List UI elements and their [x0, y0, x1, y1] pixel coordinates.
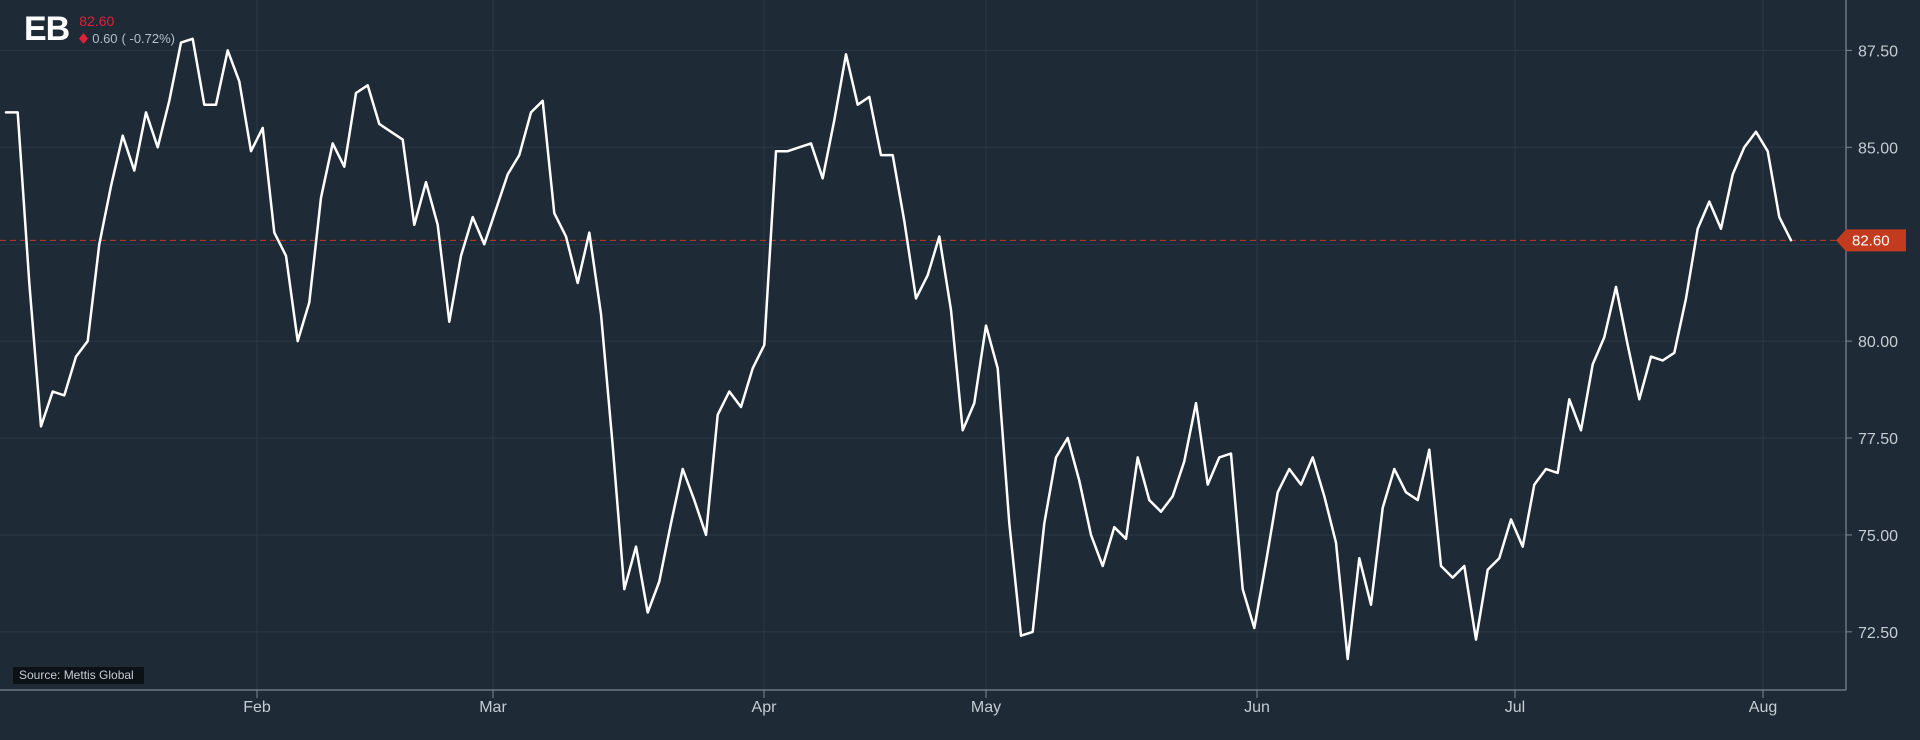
x-tick-label: Aug — [1749, 699, 1777, 716]
last-price-label-bg — [1836, 229, 1906, 252]
y-tick-label: 85.00 — [1858, 140, 1898, 157]
change-row: 0.60 ( -0.72%) — [79, 30, 175, 47]
x-tick-labels: Feb Mar Apr May Jun Jul Aug — [243, 690, 1777, 716]
x-tick-label: Mar — [479, 699, 507, 716]
price-series-line — [4, 37, 1793, 661]
last-price-label: 82.60 — [1836, 229, 1906, 252]
y-tick-label: 77.50 — [1858, 431, 1898, 448]
axes — [0, 0, 1847, 691]
x-tick-label: Feb — [243, 699, 271, 716]
y-tick-label: 75.00 — [1858, 528, 1898, 545]
ticker-symbol: EB — [24, 10, 70, 48]
diamond-down-icon — [79, 33, 89, 44]
source-label: Source: Mettis Global — [13, 667, 144, 684]
last-price-label-text: 82.60 — [1852, 232, 1890, 249]
y-tick-label: 72.50 — [1858, 625, 1898, 642]
price-change: 0.60 — [92, 31, 118, 46]
x-tick-label: Jul — [1505, 699, 1525, 716]
price-change-percent: ( -0.72%) — [121, 31, 176, 46]
x-tick-label: May — [971, 699, 1001, 716]
grid — [0, 0, 1846, 690]
y-tick-label: 87.50 — [1858, 43, 1898, 60]
x-tick-label: Apr — [752, 699, 778, 716]
y-tick-label: 80.00 — [1858, 334, 1898, 351]
quote-block: 82.60 0.60 ( -0.72%) — [79, 13, 175, 47]
x-tick-label: Jun — [1244, 699, 1270, 716]
quote-header: EB 82.60 0.60 ( -0.72%) — [24, 10, 175, 48]
current-price: 82.60 — [79, 13, 115, 29]
